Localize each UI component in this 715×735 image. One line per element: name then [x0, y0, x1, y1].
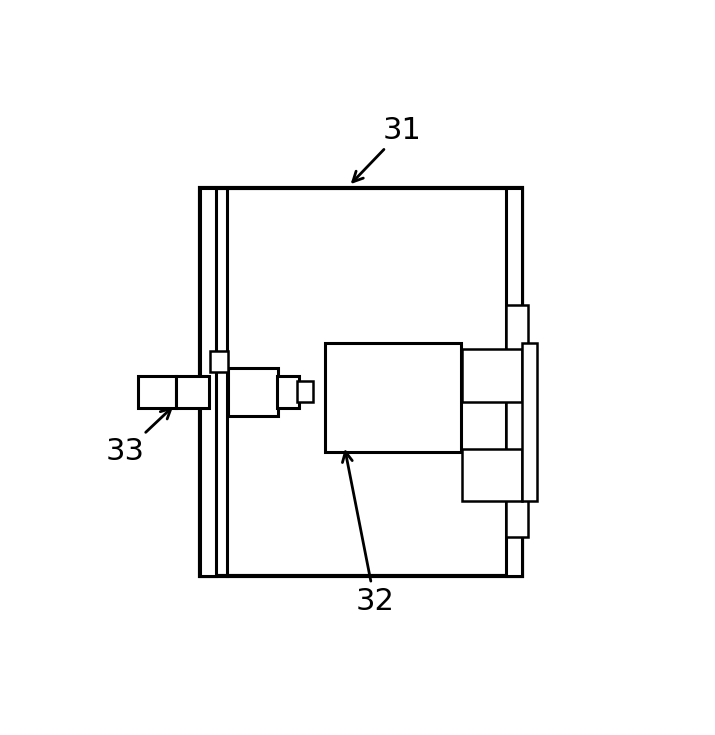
Text: 31: 31: [352, 115, 422, 182]
Bar: [521, 343, 537, 501]
Bar: [462, 349, 521, 401]
Bar: [200, 188, 216, 576]
Bar: [462, 449, 521, 501]
Text: 33: 33: [106, 409, 171, 466]
Bar: [138, 376, 176, 409]
Bar: [228, 368, 277, 415]
Bar: [297, 381, 312, 402]
Bar: [506, 188, 521, 576]
Bar: [325, 343, 460, 451]
Bar: [176, 376, 209, 409]
Bar: [210, 351, 228, 373]
Bar: [200, 188, 521, 576]
Text: 32: 32: [342, 452, 394, 616]
Bar: [506, 305, 528, 537]
Bar: [277, 376, 299, 408]
